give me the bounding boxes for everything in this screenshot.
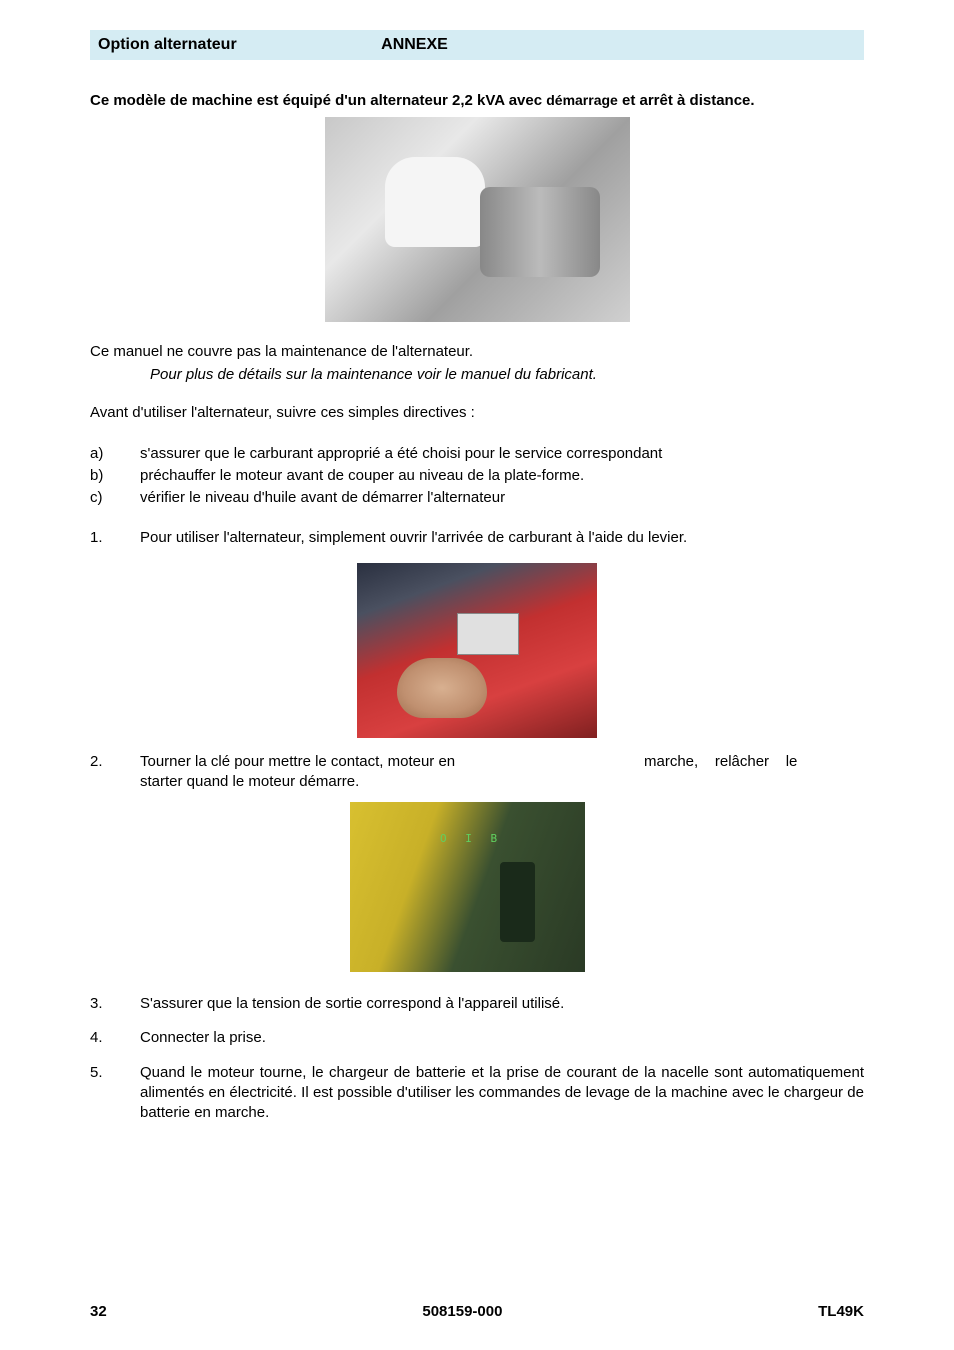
step-text: Quand le moteur tourne, le chargeur de b… <box>140 1063 864 1124</box>
footer: 32 508159-000 TL49K <box>90 1303 864 1320</box>
step-key: 3. <box>90 994 140 1014</box>
step-2: 2. Tourner la clé pour mettre le contact… <box>90 752 864 793</box>
footer-doc: 508159-000 <box>422 1303 502 1320</box>
alternator-photo <box>325 117 630 322</box>
steps-list: 1. Pour utiliser l'alternateur, simpleme… <box>90 528 864 1123</box>
directive-b: b) préchauffer le moteur avant de couper… <box>90 466 864 486</box>
manual-note-1: Ce manuel ne couvre pas la maintenance d… <box>90 342 864 362</box>
step2-left-text: Tourner la clé pour mettre le contact, m… <box>140 753 455 770</box>
step-key: 5. <box>90 1063 140 1124</box>
step2-cont: starter quand le moteur démarre. <box>140 773 359 790</box>
step-4: 4. Connecter la prise. <box>90 1028 864 1048</box>
step-key: 1. <box>90 528 140 548</box>
directive-key: b) <box>90 466 140 486</box>
header-annexe: ANNEXE <box>381 36 448 54</box>
directives-list: a) s'assurer que le carburant approprié … <box>90 444 864 509</box>
step2-right-text: marche, relâcher le <box>644 752 864 793</box>
intro-end: et arrêt à distance. <box>618 92 755 109</box>
footer-model: TL49K <box>818 1303 864 1320</box>
header-bar: Option alternateur ANNEXE <box>90 30 864 60</box>
header-title: Option alternateur <box>98 36 237 54</box>
fuel-lever-photo <box>357 563 597 738</box>
footer-page: 32 <box>90 1303 107 1320</box>
step-1: 1. Pour utiliser l'alternateur, simpleme… <box>90 528 864 548</box>
directive-c: c) vérifier le niveau d'huile avant de d… <box>90 488 864 508</box>
step-3: 3. S'assurer que la tension de sortie co… <box>90 994 864 1014</box>
directive-key: a) <box>90 444 140 464</box>
step-text: Connecter la prise. <box>140 1028 864 1048</box>
manual-note-2: Pour plus de détails sur la maintenance … <box>150 366 864 383</box>
before-use: Avant d'utiliser l'alternateur, suivre c… <box>90 403 864 423</box>
directive-text: s'assurer que le carburant approprié a é… <box>140 444 864 464</box>
intro-demarrage: démarrage <box>546 92 618 108</box>
directive-text: vérifier le niveau d'huile avant de déma… <box>140 488 864 508</box>
intro-paragraph: Ce modèle de machine est équipé d'un alt… <box>90 90 864 111</box>
step-text: Pour utiliser l'alternateur, simplement … <box>140 528 864 548</box>
intro-line: Ce modèle de machine est équipé d'un alt… <box>90 92 546 109</box>
directive-a: a) s'assurer que le carburant approprié … <box>90 444 864 464</box>
step-key: 4. <box>90 1028 140 1048</box>
directive-text: préchauffer le moteur avant de couper au… <box>140 466 864 486</box>
directive-key: c) <box>90 488 140 508</box>
step2-mid: Tourner la clé pour mettre le contact, m… <box>140 752 644 793</box>
ignition-photo <box>350 802 585 972</box>
step-text: S'assurer que la tension de sortie corre… <box>140 994 864 1014</box>
step-key: 2. <box>90 752 140 793</box>
step-5: 5. Quand le moteur tourne, le chargeur d… <box>90 1063 864 1124</box>
